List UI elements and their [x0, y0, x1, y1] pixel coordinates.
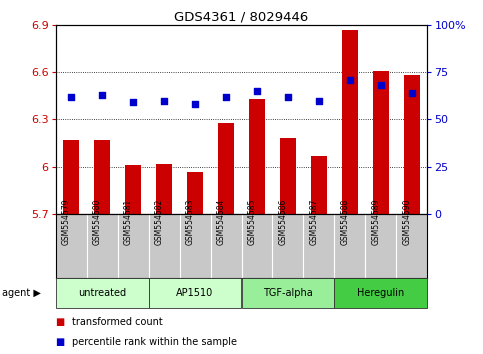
- Point: [67, 94, 75, 99]
- Text: AP1510: AP1510: [176, 288, 213, 298]
- Text: GSM554580: GSM554580: [93, 199, 102, 245]
- Bar: [249, 99, 265, 214]
- Bar: [63, 140, 79, 214]
- Point: [377, 82, 385, 88]
- Point: [253, 88, 261, 94]
- Text: transformed count: transformed count: [72, 317, 163, 327]
- Text: GSM554590: GSM554590: [403, 199, 412, 245]
- Bar: [334, 278, 427, 308]
- Text: GSM554581: GSM554581: [124, 199, 133, 245]
- Text: GSM554588: GSM554588: [341, 199, 350, 245]
- Point: [129, 99, 137, 105]
- Bar: [125, 165, 141, 214]
- Text: GSM554586: GSM554586: [279, 199, 288, 245]
- Text: ■: ■: [56, 317, 65, 327]
- Bar: [373, 70, 389, 214]
- Text: percentile rank within the sample: percentile rank within the sample: [72, 337, 238, 347]
- Text: GSM554579: GSM554579: [62, 199, 71, 245]
- Text: GSM554585: GSM554585: [248, 199, 257, 245]
- Text: GSM554582: GSM554582: [155, 199, 164, 245]
- Point: [191, 102, 199, 107]
- Point: [222, 94, 230, 99]
- Text: TGF-alpha: TGF-alpha: [263, 288, 313, 298]
- Text: GSM554589: GSM554589: [372, 199, 381, 245]
- Bar: [311, 156, 327, 214]
- Bar: [149, 278, 242, 308]
- Text: ■: ■: [56, 337, 65, 347]
- Text: GSM554583: GSM554583: [186, 199, 195, 245]
- Bar: [242, 278, 334, 308]
- Bar: [94, 140, 110, 214]
- Bar: [187, 172, 203, 214]
- Point: [284, 94, 292, 99]
- Bar: [218, 122, 234, 214]
- Bar: [156, 164, 172, 214]
- Text: agent ▶: agent ▶: [2, 288, 41, 298]
- Point: [315, 98, 323, 103]
- Text: Heregulin: Heregulin: [357, 288, 405, 298]
- Bar: [404, 75, 420, 214]
- Point: [160, 98, 168, 103]
- Bar: [56, 278, 149, 308]
- Text: untreated: untreated: [78, 288, 126, 298]
- Point: [408, 90, 416, 96]
- Bar: [280, 138, 296, 214]
- Point: [98, 92, 106, 98]
- Bar: [342, 29, 358, 214]
- Text: GDS4361 / 8029446: GDS4361 / 8029446: [174, 11, 309, 24]
- Text: GSM554587: GSM554587: [310, 199, 319, 245]
- Point: [346, 77, 354, 82]
- Text: GSM554584: GSM554584: [217, 199, 226, 245]
